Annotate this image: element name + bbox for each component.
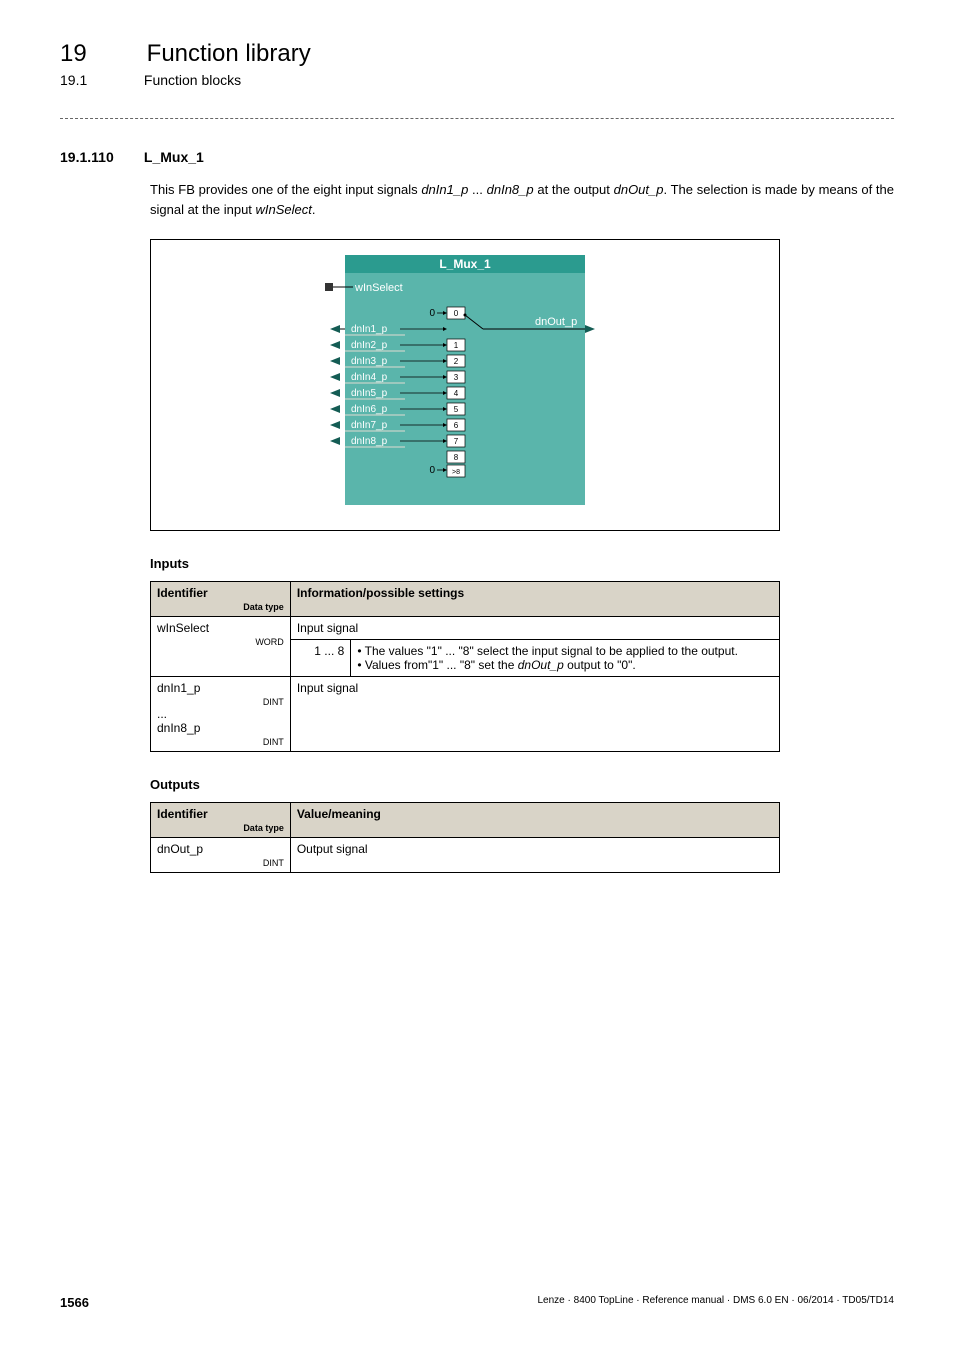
diagram-title: L_Mux_1: [439, 257, 491, 271]
table-row: dnIn1_p DINT ... dnIn8_p DINT Input sign…: [151, 677, 780, 752]
svg-text:6: 6: [454, 421, 459, 430]
svg-text:dnIn1_p: dnIn1_p: [351, 324, 388, 335]
svg-text:8: 8: [454, 453, 459, 462]
outputs-table: Identifier Data type Value/meaning dnOut…: [150, 802, 780, 873]
svg-text:2: 2: [454, 357, 459, 366]
subsection-title: L_Mux_1: [144, 149, 204, 165]
svg-text:dnIn5_p: dnIn5_p: [351, 388, 388, 399]
inputs-table: Identifier Data type Information/possibl…: [150, 581, 780, 752]
chapter-heading: 19 Function library: [60, 40, 894, 68]
svg-text:4: 4: [454, 389, 459, 398]
separator-line: [60, 118, 894, 119]
section-number: 19.1: [60, 72, 140, 88]
svg-text:0: 0: [429, 308, 435, 319]
svg-text:1: 1: [454, 341, 459, 350]
section-title: Function blocks: [144, 72, 241, 88]
output-label: dnOut_p: [535, 316, 577, 328]
svg-text:0: 0: [429, 465, 435, 476]
block-diagram-container: L_Mux_1 wInSelect dnIn1_p dnIn2_p: [150, 239, 780, 531]
body-paragraph: This FB provides one of the eight input …: [150, 180, 894, 219]
svg-text:3: 3: [454, 373, 459, 382]
table-header: Identifier Data type: [151, 803, 291, 838]
winselect-connector: [325, 283, 333, 291]
svg-text:dnIn2_p: dnIn2_p: [351, 340, 388, 351]
footer-text: Lenze · 8400 TopLine · Reference manual …: [538, 1295, 895, 1310]
output-connector: [585, 325, 595, 333]
svg-text:dnIn6_p: dnIn6_p: [351, 404, 388, 415]
block-diagram: L_Mux_1 wInSelect dnIn1_p dnIn2_p: [285, 255, 645, 515]
table-row: wInSelect WORD Input signal: [151, 617, 780, 640]
svg-text:5: 5: [454, 405, 459, 414]
table-row: dnOut_p DINT Output signal: [151, 838, 780, 873]
page-header: 19 Function library 19.1 Function blocks: [60, 40, 894, 88]
svg-text:0: 0: [454, 309, 459, 318]
table-header: Information/possible settings: [290, 582, 779, 617]
chapter-number: 19: [60, 40, 140, 68]
svg-text:dnIn4_p: dnIn4_p: [351, 372, 388, 383]
table-header: Value/meaning: [290, 803, 779, 838]
page-number: 1566: [60, 1295, 89, 1310]
svg-text:>8: >8: [452, 469, 460, 476]
subsection-heading: 19.1.110 L_Mux_1: [60, 149, 894, 165]
table-header-row: Identifier Data type Value/meaning: [151, 803, 780, 838]
svg-text:7: 7: [454, 437, 459, 446]
svg-text:dnIn7_p: dnIn7_p: [351, 420, 388, 431]
subsection-number: 19.1.110: [60, 149, 140, 165]
chapter-title: Function library: [147, 40, 311, 67]
svg-text:dnIn3_p: dnIn3_p: [351, 356, 388, 367]
page-footer: 1566 Lenze · 8400 TopLine · Reference ma…: [60, 1295, 894, 1310]
inputs-heading: Inputs: [150, 556, 894, 571]
winselect-label: wInSelect: [354, 282, 403, 294]
table-header-row: Identifier Data type Information/possibl…: [151, 582, 780, 617]
table-header: Identifier Data type: [151, 582, 291, 617]
section-heading: 19.1 Function blocks: [60, 72, 894, 88]
svg-text:dnIn8_p: dnIn8_p: [351, 436, 388, 447]
outputs-heading: Outputs: [150, 777, 894, 792]
